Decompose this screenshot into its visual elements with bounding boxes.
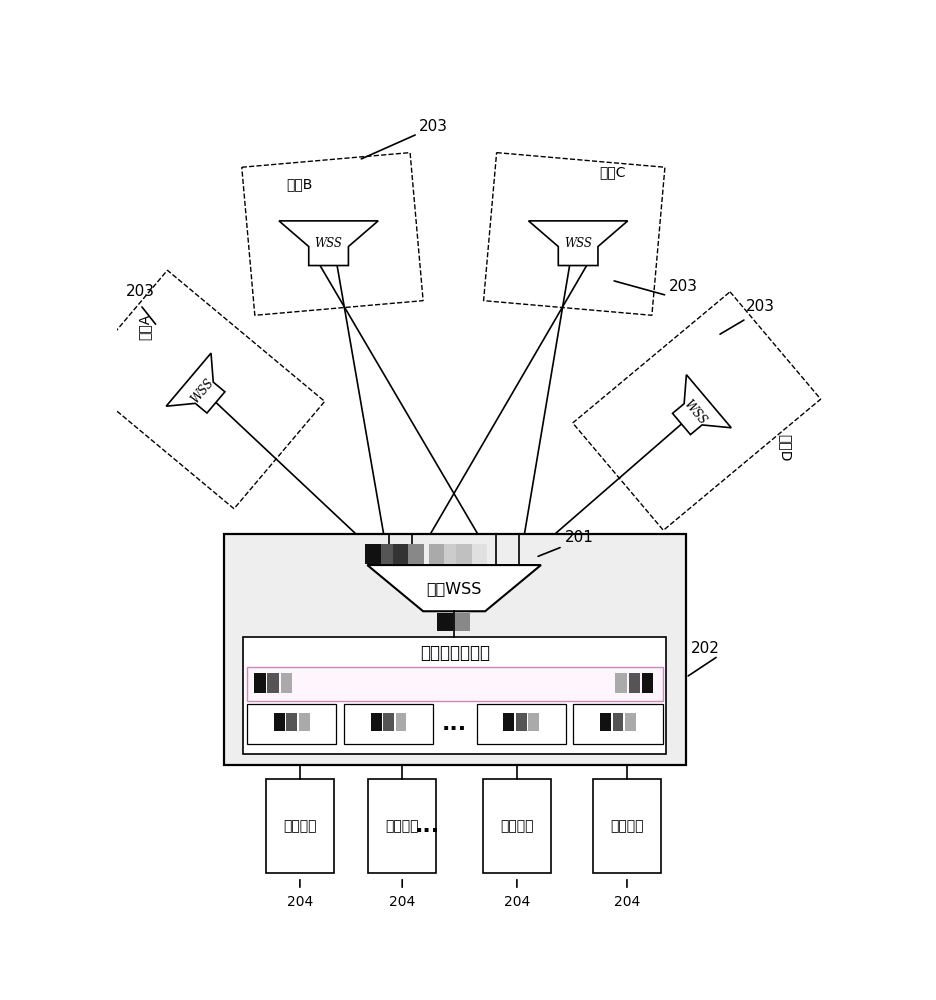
Bar [255,673,266,693]
Bar [299,713,310,731]
Bar [247,667,663,701]
Bar [266,779,334,873]
Bar [368,779,436,873]
Text: 接收设备: 接收设备 [386,819,419,833]
Bar [642,673,653,693]
Bar [592,779,661,873]
Bar [476,704,565,744]
Bar [247,704,336,744]
Text: 204: 204 [504,895,530,909]
Text: WSS: WSS [681,398,709,427]
Bar [613,713,623,731]
Text: 接收设备: 接收设备 [500,819,534,833]
Text: 方向B: 方向B [285,177,313,191]
Bar [457,544,472,564]
Bar [274,713,285,731]
Polygon shape [529,221,628,266]
Text: 203: 203 [746,299,775,314]
Text: 204: 204 [286,895,313,909]
Bar [393,544,408,564]
Bar [528,713,539,731]
Bar [268,673,279,693]
Text: 接收设备: 接收设备 [284,819,316,833]
Bar [472,544,488,564]
Bar [444,544,460,564]
Bar [483,779,551,873]
Bar [396,713,406,731]
Text: 203: 203 [126,284,155,299]
Bar [281,673,292,693]
Text: 汇聚WSS: 汇聚WSS [427,581,482,596]
Text: 方向A: 方向A [138,314,151,340]
Text: 级联耦合分光器: 级联耦合分光器 [420,644,490,662]
Polygon shape [367,565,541,611]
Bar [286,713,298,731]
Bar [600,713,611,731]
Bar [453,613,470,631]
Bar [371,713,382,731]
Text: 203: 203 [669,279,698,294]
Text: WSS: WSS [564,237,592,250]
Text: WSS: WSS [314,237,343,250]
Text: 204: 204 [614,895,640,909]
Bar [516,713,527,731]
Text: 203: 203 [419,119,448,134]
Text: WSS: WSS [188,376,216,406]
Bar [365,544,381,564]
Bar [224,534,686,765]
Bar [243,637,666,754]
Bar [504,713,514,731]
Bar [625,713,636,731]
Text: 接收设备: 接收设备 [610,819,644,833]
Text: 方向D: 方向D [778,434,792,462]
Polygon shape [673,375,731,435]
Bar [383,713,394,731]
Bar [628,673,640,693]
Text: 204: 204 [389,895,416,909]
Bar [615,673,627,693]
Text: 201: 201 [565,530,593,545]
Text: 方向C: 方向C [600,165,626,179]
Bar [381,544,396,564]
Bar [429,544,444,564]
Bar [574,704,663,744]
Bar [408,544,424,564]
Text: ...: ... [442,714,467,734]
Polygon shape [279,221,378,266]
Text: 202: 202 [691,641,720,656]
Polygon shape [167,353,225,413]
Text: ...: ... [415,816,440,836]
Bar [344,704,433,744]
Bar [437,613,453,631]
